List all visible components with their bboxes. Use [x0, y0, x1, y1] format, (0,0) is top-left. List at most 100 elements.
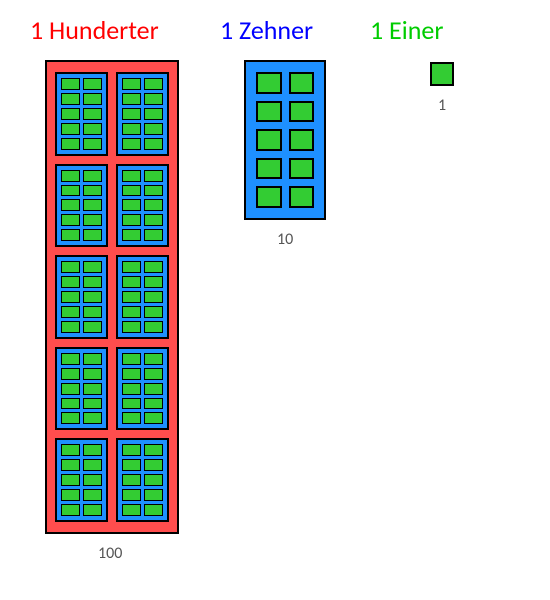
zehner-block [244, 60, 326, 220]
mini-one [122, 214, 141, 226]
mini-one [144, 474, 163, 486]
one-in-ten [289, 129, 315, 151]
mini-one [122, 489, 141, 501]
mini-one [144, 261, 163, 273]
mini-ten [55, 438, 108, 522]
mini-one [61, 185, 80, 197]
mini-one [83, 383, 102, 395]
mini-ten [116, 347, 169, 431]
mini-one [83, 276, 102, 288]
mini-one [122, 383, 141, 395]
mini-one [83, 412, 102, 424]
mini-one [61, 78, 80, 90]
mini-ten [55, 255, 108, 339]
mini-one [144, 78, 163, 90]
mini-one [61, 489, 80, 501]
mini-one [122, 353, 141, 365]
mini-one [61, 261, 80, 273]
mini-one [61, 199, 80, 211]
mini-one [144, 321, 163, 333]
mini-one [144, 459, 163, 471]
one-in-ten [289, 158, 315, 180]
mini-one [122, 78, 141, 90]
mini-one [122, 93, 141, 105]
mini-one [144, 444, 163, 456]
mini-one [144, 93, 163, 105]
hunderter-value: 100 [98, 544, 122, 563]
mini-one [61, 170, 80, 182]
mini-one [83, 199, 102, 211]
mini-one [144, 276, 163, 288]
mini-one [122, 474, 141, 486]
mini-one [61, 459, 80, 471]
mini-one [83, 306, 102, 318]
mini-one [61, 383, 80, 395]
one-in-ten [256, 129, 282, 151]
mini-one [122, 412, 141, 424]
mini-one [144, 398, 163, 410]
one-in-ten [289, 101, 315, 123]
mini-one [122, 138, 141, 150]
mini-one [122, 306, 141, 318]
mini-one [122, 185, 141, 197]
mini-one [61, 504, 80, 516]
zehner-value: 10 [277, 230, 293, 249]
mini-one [61, 398, 80, 410]
mini-one [122, 108, 141, 120]
mini-ten [55, 164, 108, 248]
mini-one [122, 444, 141, 456]
mini-one [61, 123, 80, 135]
one-in-ten [256, 72, 282, 94]
mini-one [61, 306, 80, 318]
mini-one [144, 412, 163, 424]
mini-one [83, 185, 102, 197]
mini-one [122, 123, 141, 135]
mini-one [122, 261, 141, 273]
one-in-ten [256, 186, 282, 208]
one-in-ten [256, 101, 282, 123]
mini-one [61, 229, 80, 241]
mini-one [83, 214, 102, 226]
mini-one [122, 170, 141, 182]
one-in-ten [256, 158, 282, 180]
mini-one [61, 108, 80, 120]
mini-one [122, 398, 141, 410]
mini-one [122, 504, 141, 516]
mini-ten [55, 72, 108, 156]
mini-one [122, 229, 141, 241]
mini-one [61, 368, 80, 380]
mini-one [83, 321, 102, 333]
mini-one [61, 276, 80, 288]
mini-one [83, 398, 102, 410]
mini-one [83, 353, 102, 365]
one-in-ten [289, 186, 315, 208]
mini-one [83, 261, 102, 273]
mini-one [144, 199, 163, 211]
mini-one [144, 108, 163, 120]
mini-one [61, 412, 80, 424]
einer-value: 1 [438, 96, 446, 115]
mini-one [61, 93, 80, 105]
mini-one [83, 489, 102, 501]
mini-one [144, 504, 163, 516]
mini-one [61, 321, 80, 333]
mini-one [83, 108, 102, 120]
one-in-ten [289, 72, 315, 94]
mini-one [122, 459, 141, 471]
mini-one [144, 353, 163, 365]
einer-block [430, 62, 454, 86]
mini-one [122, 368, 141, 380]
mini-one [144, 489, 163, 501]
mini-one [122, 276, 141, 288]
hunderter-block [45, 60, 179, 534]
hunderter-heading: 1 Hunderter [30, 14, 159, 46]
mini-one [83, 138, 102, 150]
mini-one [144, 368, 163, 380]
mini-one [83, 504, 102, 516]
mini-one [61, 291, 80, 303]
zehner-heading: 1 Zehner [220, 14, 313, 46]
mini-one [83, 170, 102, 182]
einer-heading: 1 Einer [370, 14, 443, 46]
mini-one [144, 185, 163, 197]
mini-one [83, 459, 102, 471]
